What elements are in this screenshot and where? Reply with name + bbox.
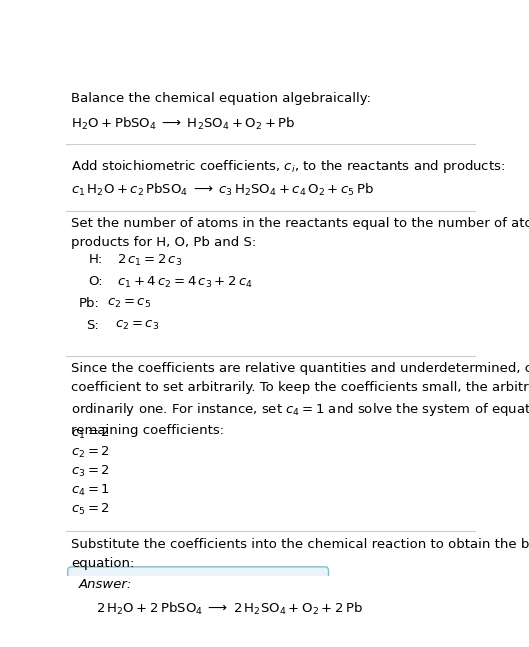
- Text: $c_1 = 2$: $c_1 = 2$: [71, 426, 110, 441]
- Text: $c_2 = c_5$: $c_2 = c_5$: [107, 297, 151, 310]
- Text: Pb:: Pb:: [78, 297, 99, 310]
- Text: $c_1 + 4\,c_2 = 4\,c_3 + 2\,c_4$: $c_1 + 4\,c_2 = 4\,c_3 + 2\,c_4$: [117, 275, 253, 290]
- Text: $c_4 = 1$: $c_4 = 1$: [71, 483, 110, 498]
- Text: $c_2 = 2$: $c_2 = 2$: [71, 445, 110, 461]
- Text: Set the number of atoms in the reactants equal to the number of atoms in the
pro: Set the number of atoms in the reactants…: [71, 217, 529, 249]
- FancyBboxPatch shape: [68, 567, 329, 642]
- Text: $c_2 = c_3$: $c_2 = c_3$: [115, 319, 160, 332]
- Text: $2\,\mathrm{H_2O} + 2\,\mathrm{PbSO_4} \;\longrightarrow\; 2\,\mathrm{H_2SO_4} +: $2\,\mathrm{H_2O} + 2\,\mathrm{PbSO_4} \…: [96, 601, 362, 617]
- Text: $c_5 = 2$: $c_5 = 2$: [71, 502, 110, 517]
- Text: Since the coefficients are relative quantities and underdetermined, choose a
coe: Since the coefficients are relative quan…: [71, 362, 529, 437]
- Text: $c_3 = 2$: $c_3 = 2$: [71, 465, 110, 479]
- Text: O:: O:: [89, 275, 103, 288]
- Text: $2\,c_1 = 2\,c_3$: $2\,c_1 = 2\,c_3$: [117, 253, 183, 268]
- Text: H:: H:: [89, 253, 103, 266]
- Text: Balance the chemical equation algebraically:: Balance the chemical equation algebraica…: [71, 92, 371, 105]
- Text: Add stoichiometric coefficients, $c_i$, to the reactants and products:: Add stoichiometric coefficients, $c_i$, …: [71, 159, 505, 175]
- Text: Answer:: Answer:: [78, 578, 132, 591]
- Text: $c_1\,\mathrm{H_2O} + c_2\,\mathrm{PbSO_4} \;\longrightarrow\; c_3\,\mathrm{H_2S: $c_1\,\mathrm{H_2O} + c_2\,\mathrm{PbSO_…: [71, 182, 374, 199]
- Text: Substitute the coefficients into the chemical reaction to obtain the balanced
eq: Substitute the coefficients into the che…: [71, 538, 529, 571]
- Text: $\mathrm{H_2O + PbSO_4 \;\longrightarrow\; H_2SO_4 + O_2 + Pb}$: $\mathrm{H_2O + PbSO_4 \;\longrightarrow…: [71, 116, 296, 131]
- Text: S:: S:: [87, 319, 99, 332]
